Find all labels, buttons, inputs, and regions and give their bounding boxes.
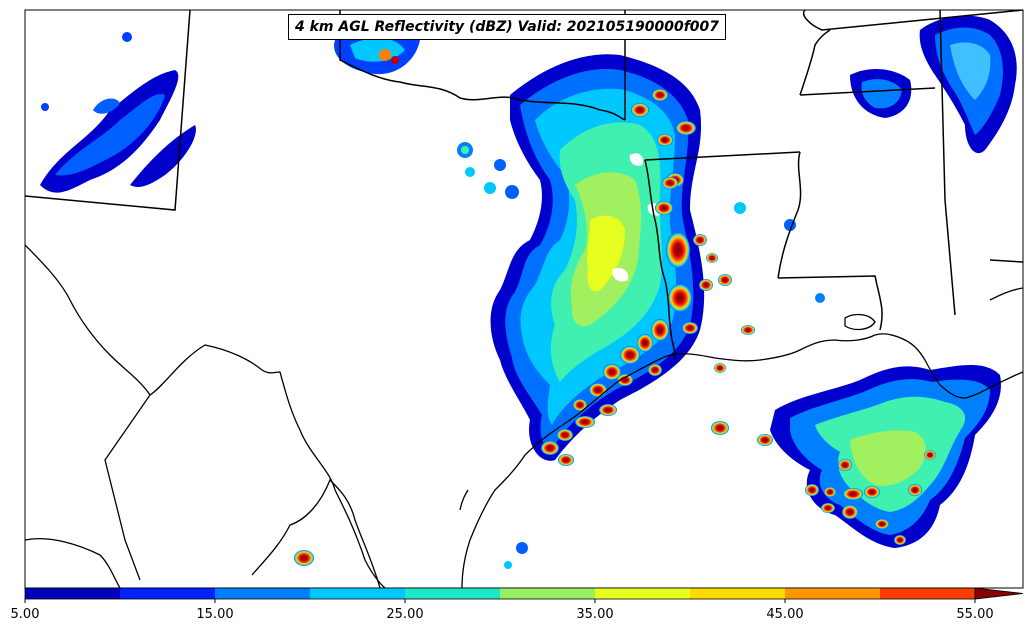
colorbar-tick-label-5: 5.00 bbox=[10, 607, 40, 622]
colorbar-segment bbox=[690, 588, 785, 599]
colorbar bbox=[24, 587, 1024, 600]
colorbar-tick-label-35: 35.00 bbox=[576, 607, 614, 622]
state-boundaries bbox=[25, 10, 1023, 361]
colorbar-tick-label-25: 25.00 bbox=[386, 607, 424, 622]
colorbar-extend-arrow bbox=[974, 587, 1024, 600]
convective-cells bbox=[294, 89, 773, 566]
colorbar-ticks bbox=[24, 599, 976, 603]
colorbar-tick-label-15: 15.00 bbox=[196, 607, 234, 622]
precip-field-louisiana-gulf bbox=[770, 365, 1001, 548]
colorbar-segment bbox=[310, 588, 405, 599]
map-title: 4 km AGL Reflectivity (dBZ) Valid: 20210… bbox=[288, 14, 727, 40]
gulf-coastline bbox=[459, 287, 1023, 588]
colorbar-tick-label-55: 55.00 bbox=[956, 607, 994, 622]
colorbar-segment bbox=[120, 588, 215, 599]
colorbar-segment bbox=[405, 588, 500, 599]
colorbar-outline bbox=[24, 587, 976, 600]
colorbar-segment bbox=[215, 588, 310, 599]
colorbar-segment bbox=[785, 588, 880, 599]
colorbar-tick-label-45: 45.00 bbox=[766, 607, 804, 622]
colorbar-segment bbox=[500, 588, 595, 599]
texas-interior-boundaries bbox=[25, 244, 386, 588]
precip-field-mississippi bbox=[504, 15, 1017, 569]
colorbar-segment bbox=[25, 588, 120, 599]
colorbar-segment bbox=[880, 588, 975, 599]
colorbar-segment bbox=[595, 588, 690, 599]
